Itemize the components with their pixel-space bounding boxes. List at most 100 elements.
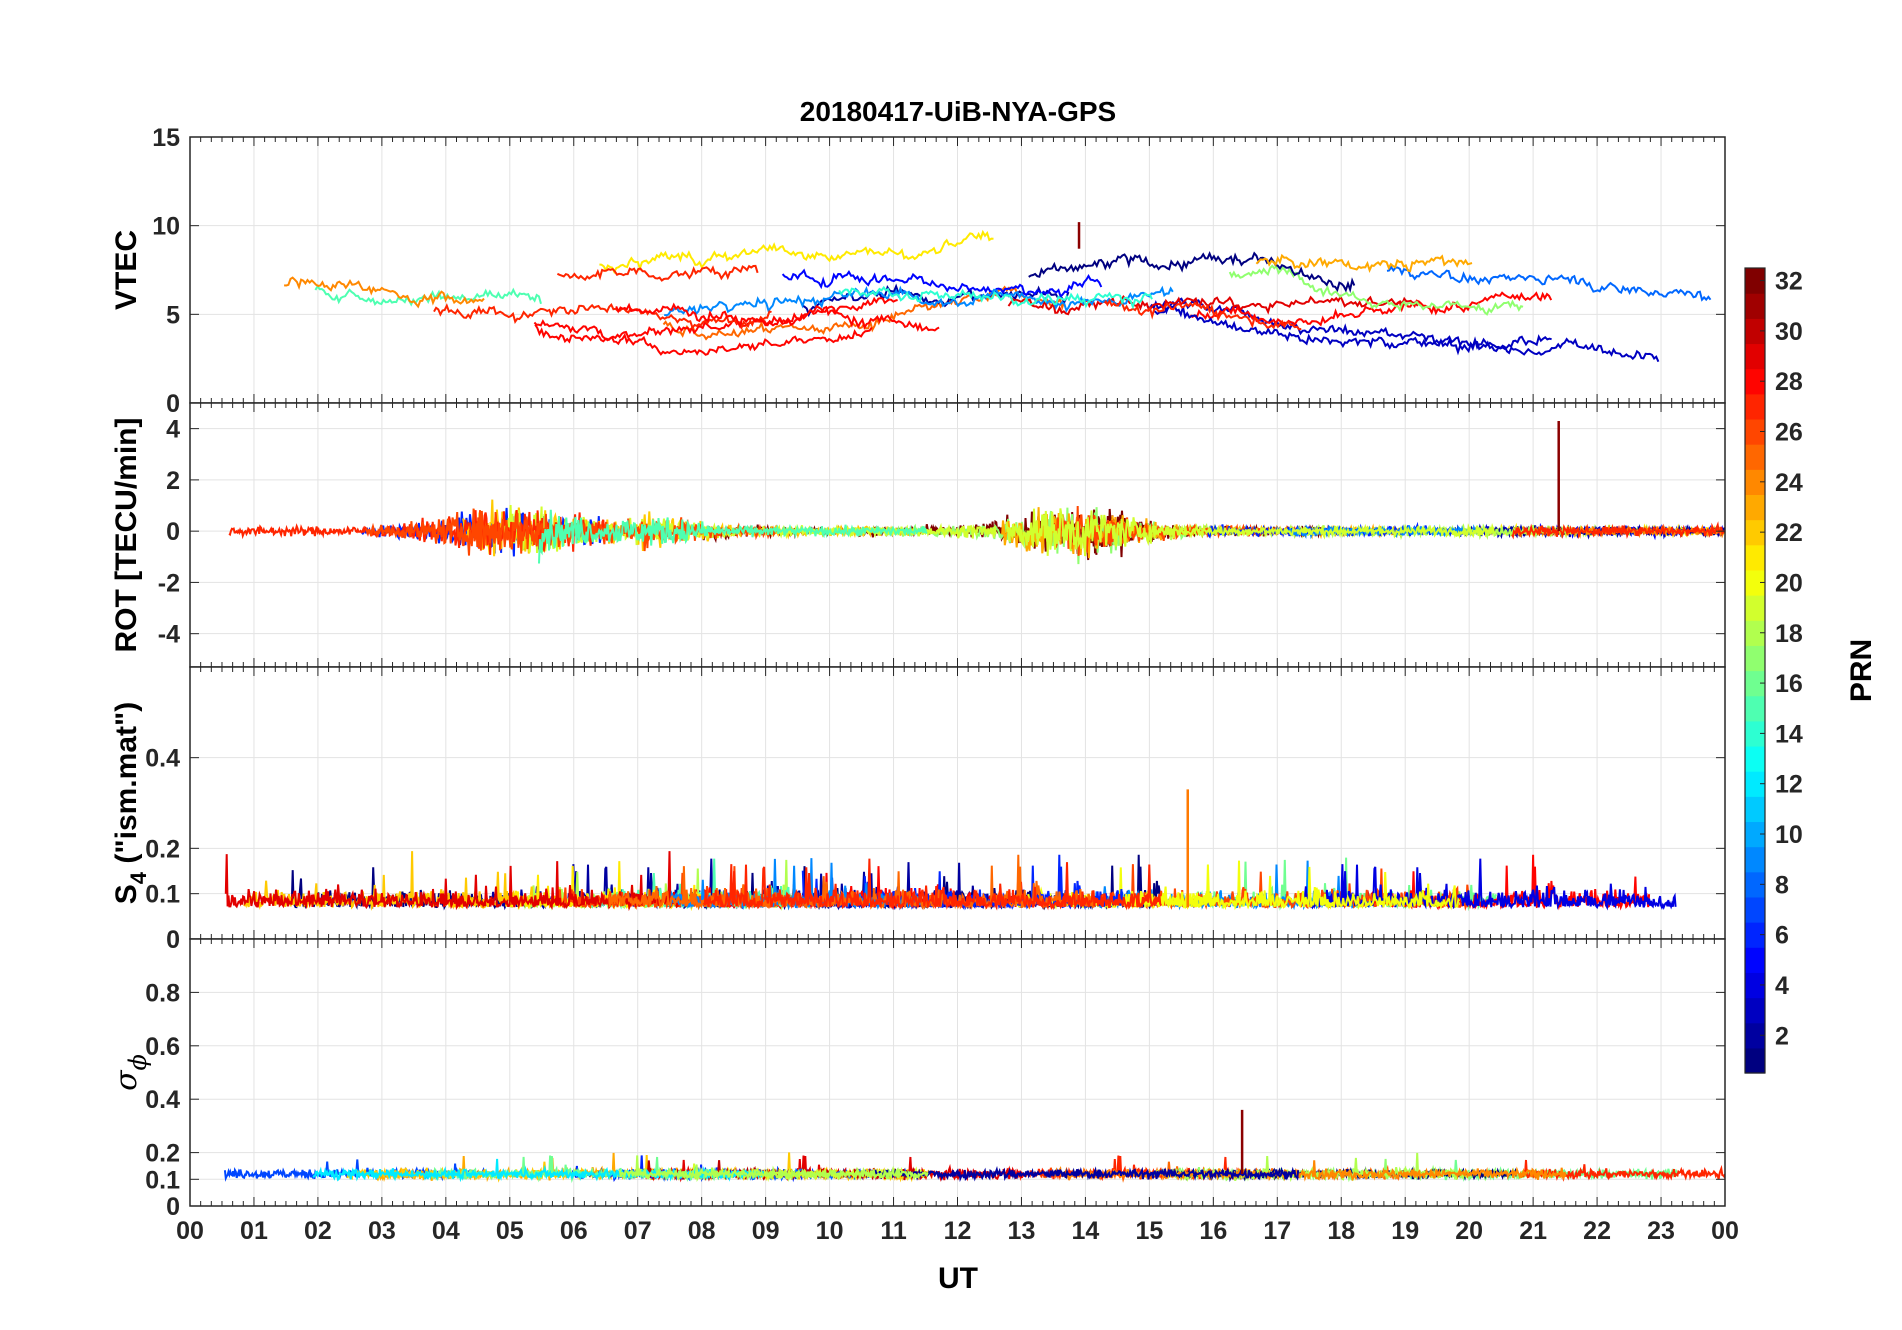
prn-trace [1124,860,1461,911]
x-tick-label: 16 [1199,1217,1227,1245]
colorbar-segment [1745,896,1765,923]
y-tick-label: 0.4 [145,745,180,773]
colorbar-segment [1745,444,1765,470]
prn-trace [618,1155,929,1182]
y-tick-label: -2 [158,569,180,597]
prn-trace [1302,858,1677,911]
y-axis-label: S4 ("ism.mat") [110,702,151,904]
y-axis-label: VTEC [110,230,143,310]
y-tick-label: 5 [166,301,180,329]
colorbar-segment [1745,1047,1765,1074]
prn-trace [1007,294,1420,316]
x-tick-label: 01 [240,1217,268,1245]
x-tick-label: 03 [368,1217,396,1245]
traces [223,1109,1725,1184]
colorbar-segment [1745,544,1765,571]
prn-trace [284,276,485,309]
y-tick-label: 0 [166,926,180,954]
y-axis-label: ROT [TECU/min] [110,418,143,653]
colorbar-segment [1745,947,1765,973]
colorbar-segment [1745,293,1765,319]
prn-trace [1146,297,1552,353]
colorbar-tick-label: 30 [1775,318,1803,346]
colorbar-segment [1745,745,1765,772]
colorbar-segment [1745,268,1765,294]
prn-trace [1152,303,1660,363]
panel-vtec: 0 5 10 15 VTEC [110,124,1726,418]
colorbar-segment [1745,368,1765,395]
colorbar-tick-label: 24 [1775,469,1803,497]
x-tick-label: 07 [624,1217,652,1245]
y-tick-label: -4 [158,621,180,649]
colorbar-tick-label: 12 [1775,771,1803,799]
prn-trace [1005,508,1496,557]
prn-trace [1228,264,1524,316]
colorbar-segment [1745,393,1765,420]
prn-trace [1104,298,1302,331]
colorbar-segment [1745,670,1765,697]
prn-trace [615,296,898,330]
x-tick-label: 10 [816,1217,844,1245]
colorbar-segment [1745,922,1765,948]
prn-trace [838,285,1153,310]
x-tick-label: 02 [304,1217,332,1245]
colorbar-tick-label: 6 [1775,922,1789,950]
colorbar-segment [1745,1022,1765,1049]
colorbar-segment [1745,846,1765,873]
prn-trace [534,324,873,356]
x-tick-label: 14 [1072,1217,1100,1245]
y-tick-label: 15 [152,124,180,152]
y-tick-label: 0.2 [145,835,180,863]
x-tick-label: 12 [944,1217,972,1245]
colorbar-segment [1745,595,1765,621]
prn-trace [1386,265,1712,302]
x-tick-label: 22 [1583,1217,1611,1245]
prn-trace [663,285,1174,317]
x-tick-label: 17 [1263,1217,1291,1245]
colorbar-segment [1745,871,1765,898]
panel-s4: 0 0.1 0.2 0.4S4 ("ism.mat") [110,666,1726,954]
colorbar-tick-label: 26 [1775,419,1803,447]
y-tick-label: 10 [152,213,180,241]
colorbar-tick-label: 22 [1775,519,1803,547]
prn-trace [314,284,542,307]
prn-trace [1053,1160,1567,1182]
y-tick-label: 0.8 [145,979,180,1007]
colorbar-segment [1745,796,1765,823]
prn-trace [1255,253,1473,273]
colorbar-segment [1745,569,1765,596]
colorbar-segment [1745,720,1765,747]
chart-title: 20180417-UiB-NYA-GPS [800,96,1116,127]
prn-trace [556,264,759,282]
y-tick-label: 0.4 [145,1086,180,1114]
x-tick-label: 15 [1135,1217,1163,1245]
x-tick-label: 05 [496,1217,524,1245]
colorbar-segment [1745,343,1765,370]
x-tick-label: 06 [560,1217,588,1245]
colorbar-tick-label: 32 [1775,268,1803,296]
colorbar-tick-label: 18 [1775,620,1803,648]
colorbar-segment [1745,771,1765,797]
x-axis-label: UT [938,1262,978,1295]
prn-trace [781,268,1103,299]
prn-trace [1028,251,1356,294]
colorbar-label: PRN [1845,639,1878,702]
colorbar-segment [1745,469,1765,496]
colorbar-tick-label: 4 [1775,972,1789,1000]
prn-trace [1189,291,1553,327]
traces [228,420,1725,565]
colorbar-segment [1745,645,1765,672]
colorbar-segment [1745,972,1765,999]
y-tick-label: 0 [166,390,180,418]
y-tick-label: 0 [166,518,180,546]
y-tick-label: 0.1 [145,881,180,909]
colorbar-segment [1745,318,1765,345]
prn-trace [538,509,928,564]
panel-sigma: 00.10.2 0.4 0.6 0.8 σϕ [109,938,1726,1221]
traces [224,789,1677,912]
x-tick-label: 11 [880,1217,907,1245]
y-tick-label: 0.2 [145,1140,180,1168]
